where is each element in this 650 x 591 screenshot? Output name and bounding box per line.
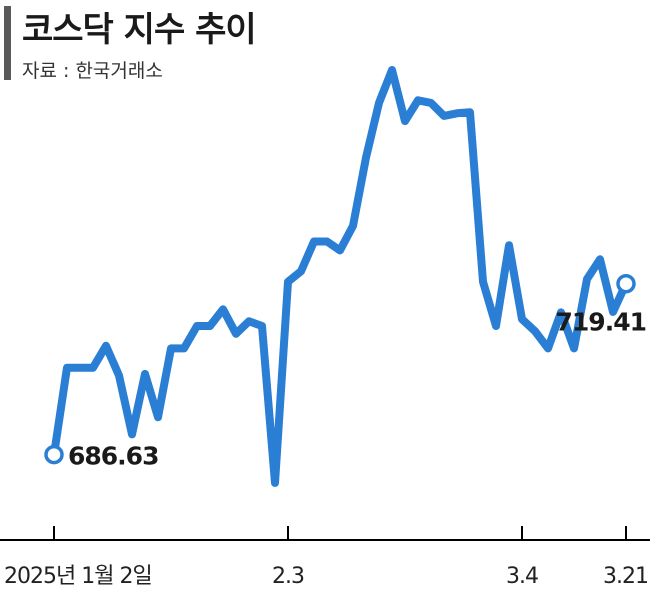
end-point-marker bbox=[616, 273, 636, 294]
x-tick-label: 3.21 bbox=[603, 564, 648, 589]
x-tick-label: 2025년 1월 2일 bbox=[4, 564, 152, 589]
chart-source: 자료 : 한국거래소 bbox=[22, 60, 163, 82]
x-tick-label: 3.4 bbox=[506, 564, 538, 589]
x-axis-tick-labels: 2025년 1월 2일 2.3 3.4 3.21 bbox=[4, 564, 649, 589]
chart-title: 코스닥 지수 추이 bbox=[22, 10, 257, 50]
x-tick-label: 2.3 bbox=[272, 564, 304, 589]
title-accent-bar bbox=[4, 6, 11, 80]
start-point-marker bbox=[44, 444, 64, 465]
data-label-start: 686.63 bbox=[68, 442, 158, 471]
data-label-end: 719.41 bbox=[556, 308, 646, 337]
x-axis-ticks bbox=[53, 526, 627, 540]
data-points bbox=[44, 273, 636, 465]
series-line-kosdaq bbox=[50, 66, 630, 487]
